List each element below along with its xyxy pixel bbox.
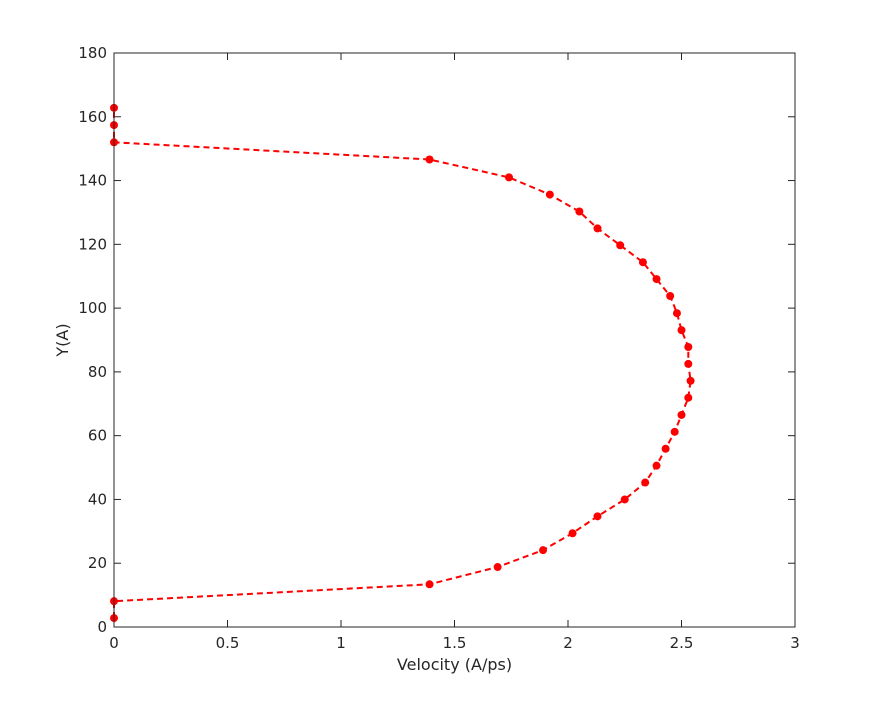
data-point	[670, 427, 679, 436]
y-tick-label: 100	[78, 299, 107, 317]
x-tick-label: 3	[790, 634, 800, 652]
x-tick-label: 2.5	[670, 634, 694, 652]
data-point	[425, 580, 434, 589]
series-layer	[110, 103, 695, 623]
data-point	[545, 190, 554, 199]
data-point	[616, 241, 625, 250]
data-point	[677, 410, 686, 419]
x-axis-ticks: 0 0.5 1 1.5 2 2.5 3	[109, 53, 800, 652]
data-point	[593, 224, 602, 233]
data-point	[666, 291, 675, 300]
data-point	[686, 376, 695, 385]
data-point	[684, 393, 693, 402]
x-tick-label: 1.5	[443, 634, 467, 652]
y-axis-label: Y(A)	[53, 323, 72, 357]
data-point	[504, 173, 513, 182]
data-point	[575, 207, 584, 216]
data-point	[568, 529, 577, 538]
data-point	[641, 478, 650, 487]
data-point	[539, 546, 548, 555]
data-point	[652, 275, 661, 284]
y-axis-ticks: 0 20 40 60 80 100 120 140 160 180	[78, 44, 795, 636]
data-point	[620, 495, 629, 504]
plot-area	[114, 53, 795, 627]
data-point	[661, 444, 670, 453]
y-tick-label: 180	[78, 44, 107, 62]
data-point	[593, 512, 602, 521]
y-tick-label: 80	[88, 363, 107, 381]
x-tick-label: 1	[336, 634, 346, 652]
x-tick-label: 0.5	[216, 634, 240, 652]
data-point	[493, 563, 502, 572]
data-point	[652, 461, 661, 470]
data-point	[638, 258, 647, 267]
x-axis-label: Velocity (A/ps)	[397, 655, 512, 674]
data-point	[677, 326, 686, 335]
data-point	[684, 359, 693, 368]
y-tick-label: 160	[78, 108, 107, 126]
y-tick-label: 20	[88, 554, 107, 572]
x-tick-label: 0	[109, 634, 119, 652]
y-tick-label: 0	[97, 618, 107, 636]
data-point	[684, 343, 693, 352]
y-tick-label: 40	[88, 490, 107, 508]
y-tick-label: 60	[88, 427, 107, 445]
y-tick-label: 140	[78, 172, 107, 190]
x-tick-label: 2	[563, 634, 573, 652]
plot-frame	[113, 52, 796, 628]
data-point	[425, 155, 434, 164]
y-tick-label: 120	[78, 235, 107, 253]
data-point	[672, 309, 681, 318]
